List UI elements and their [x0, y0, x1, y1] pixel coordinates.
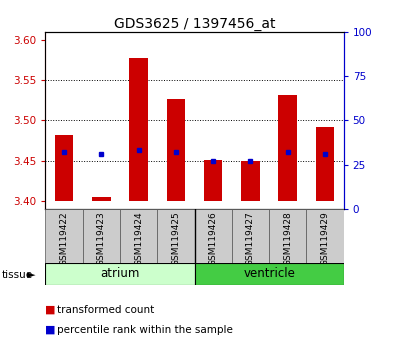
Bar: [278, 96, 297, 201]
Bar: [92, 197, 111, 201]
Text: GSM119423: GSM119423: [97, 212, 106, 266]
Bar: [241, 161, 260, 201]
Text: ■: ■: [45, 325, 56, 335]
Title: GDS3625 / 1397456_at: GDS3625 / 1397456_at: [114, 17, 275, 31]
Bar: [120, 209, 157, 264]
Text: atrium: atrium: [100, 268, 140, 280]
Bar: [307, 209, 344, 264]
Text: GSM119428: GSM119428: [283, 212, 292, 266]
Text: GSM119424: GSM119424: [134, 212, 143, 266]
Bar: [204, 160, 222, 201]
Text: ventricle: ventricle: [243, 268, 295, 280]
Bar: [129, 58, 148, 201]
Bar: [195, 209, 232, 264]
Text: tissue: tissue: [2, 270, 33, 280]
Bar: [194, 263, 344, 285]
Bar: [55, 135, 73, 201]
Text: GSM119426: GSM119426: [209, 212, 218, 266]
Bar: [316, 127, 334, 201]
Text: transformed count: transformed count: [57, 305, 154, 315]
Text: percentile rank within the sample: percentile rank within the sample: [57, 325, 233, 335]
Bar: [83, 209, 120, 264]
Bar: [167, 99, 185, 201]
Bar: [157, 209, 194, 264]
Text: ■: ■: [45, 305, 56, 315]
Bar: [45, 263, 194, 285]
Text: GSM119427: GSM119427: [246, 212, 255, 266]
Bar: [232, 209, 269, 264]
Text: GSM119425: GSM119425: [171, 212, 181, 266]
Text: GSM119429: GSM119429: [320, 212, 329, 266]
Bar: [269, 209, 307, 264]
Text: GSM119422: GSM119422: [60, 212, 69, 266]
Text: ►: ►: [27, 270, 36, 280]
Bar: [45, 209, 83, 264]
